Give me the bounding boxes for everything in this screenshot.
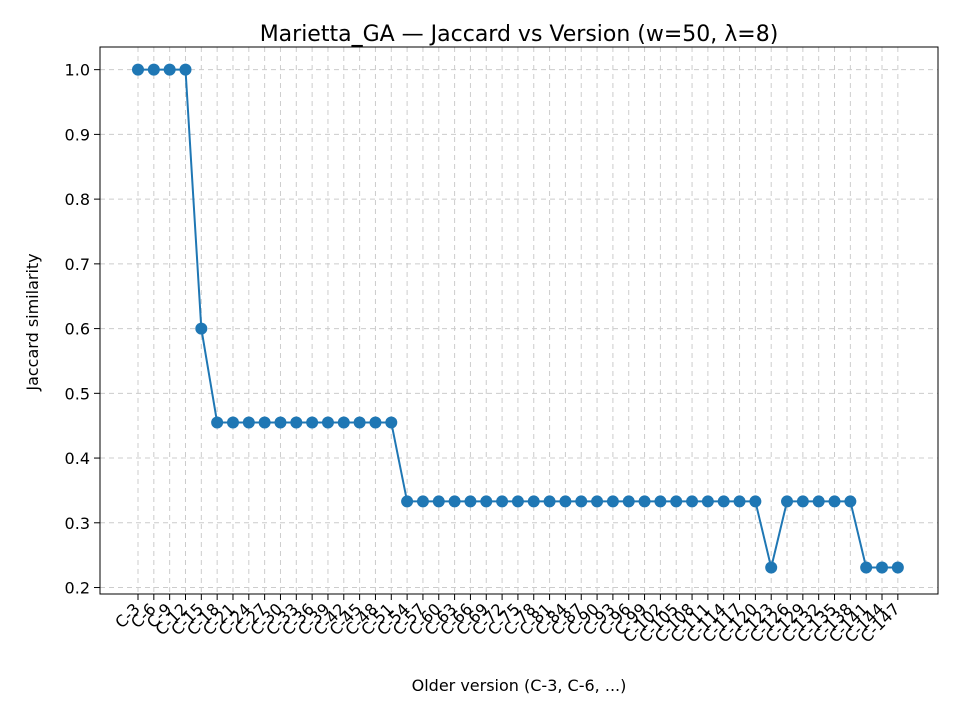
- data-point: [132, 63, 144, 76]
- data-point: [860, 561, 873, 574]
- data-point: [749, 495, 762, 508]
- data-point: [211, 416, 224, 429]
- data-point: [337, 416, 350, 429]
- data-point: [226, 416, 239, 429]
- series: [132, 63, 904, 574]
- y-tick-label: 0.4: [65, 449, 90, 468]
- data-point: [765, 561, 778, 574]
- data-point: [591, 495, 604, 508]
- data-point: [353, 416, 366, 429]
- data-point: [891, 561, 904, 574]
- data-point: [496, 495, 509, 508]
- data-point: [163, 63, 176, 76]
- data-point: [638, 495, 651, 508]
- data-point: [385, 416, 398, 429]
- plot-frame: [99, 46, 939, 595]
- data-point: [575, 495, 588, 508]
- data-point: [258, 416, 271, 429]
- data-point: [717, 495, 730, 508]
- data-point: [511, 495, 524, 508]
- data-point: [401, 495, 414, 508]
- data-point: [812, 495, 825, 508]
- y-tick-label: 0.8: [65, 190, 90, 209]
- data-point: [195, 322, 208, 335]
- y-tick-label: 1.0: [65, 61, 90, 80]
- data-point: [670, 495, 683, 508]
- data-point: [701, 495, 714, 508]
- x-axis-label: Older version (C-3, C-6, ...): [412, 676, 627, 695]
- y-tick-label: 0.7: [65, 255, 90, 274]
- data-point: [796, 495, 809, 508]
- data-point: [527, 495, 540, 508]
- data-point: [543, 495, 556, 508]
- data-point: [432, 495, 445, 508]
- data-point: [606, 495, 619, 508]
- data-point: [480, 495, 493, 508]
- data-point: [416, 495, 429, 508]
- data-point: [686, 495, 699, 508]
- data-point: [306, 416, 319, 429]
- data-point: [654, 495, 667, 508]
- data-point: [242, 416, 255, 429]
- y-tick-label: 0.9: [65, 125, 90, 144]
- data-point: [733, 495, 746, 508]
- data-point: [369, 416, 382, 429]
- data-point: [290, 416, 303, 429]
- data-point: [321, 416, 334, 429]
- data-point: [622, 495, 635, 508]
- data-point: [448, 495, 461, 508]
- data-point: [147, 63, 160, 76]
- grid: [100, 47, 938, 594]
- data-point: [179, 63, 192, 76]
- data-point: [876, 561, 889, 574]
- data-point: [464, 495, 477, 508]
- data-point: [781, 495, 794, 508]
- data-point: [559, 495, 572, 508]
- y-tick-label: 0.3: [65, 514, 90, 533]
- data-point: [844, 495, 857, 508]
- chart-title: Marietta_GA — Jaccard vs Version (w=50, …: [260, 22, 779, 47]
- y-tick-label: 0.6: [65, 320, 90, 339]
- data-point: [828, 495, 841, 508]
- data-point: [274, 416, 287, 429]
- y-axis-label: Jaccard similarity: [23, 253, 42, 391]
- y-tick-label: 0.5: [65, 384, 90, 403]
- y-tick-label: 0.2: [65, 579, 90, 598]
